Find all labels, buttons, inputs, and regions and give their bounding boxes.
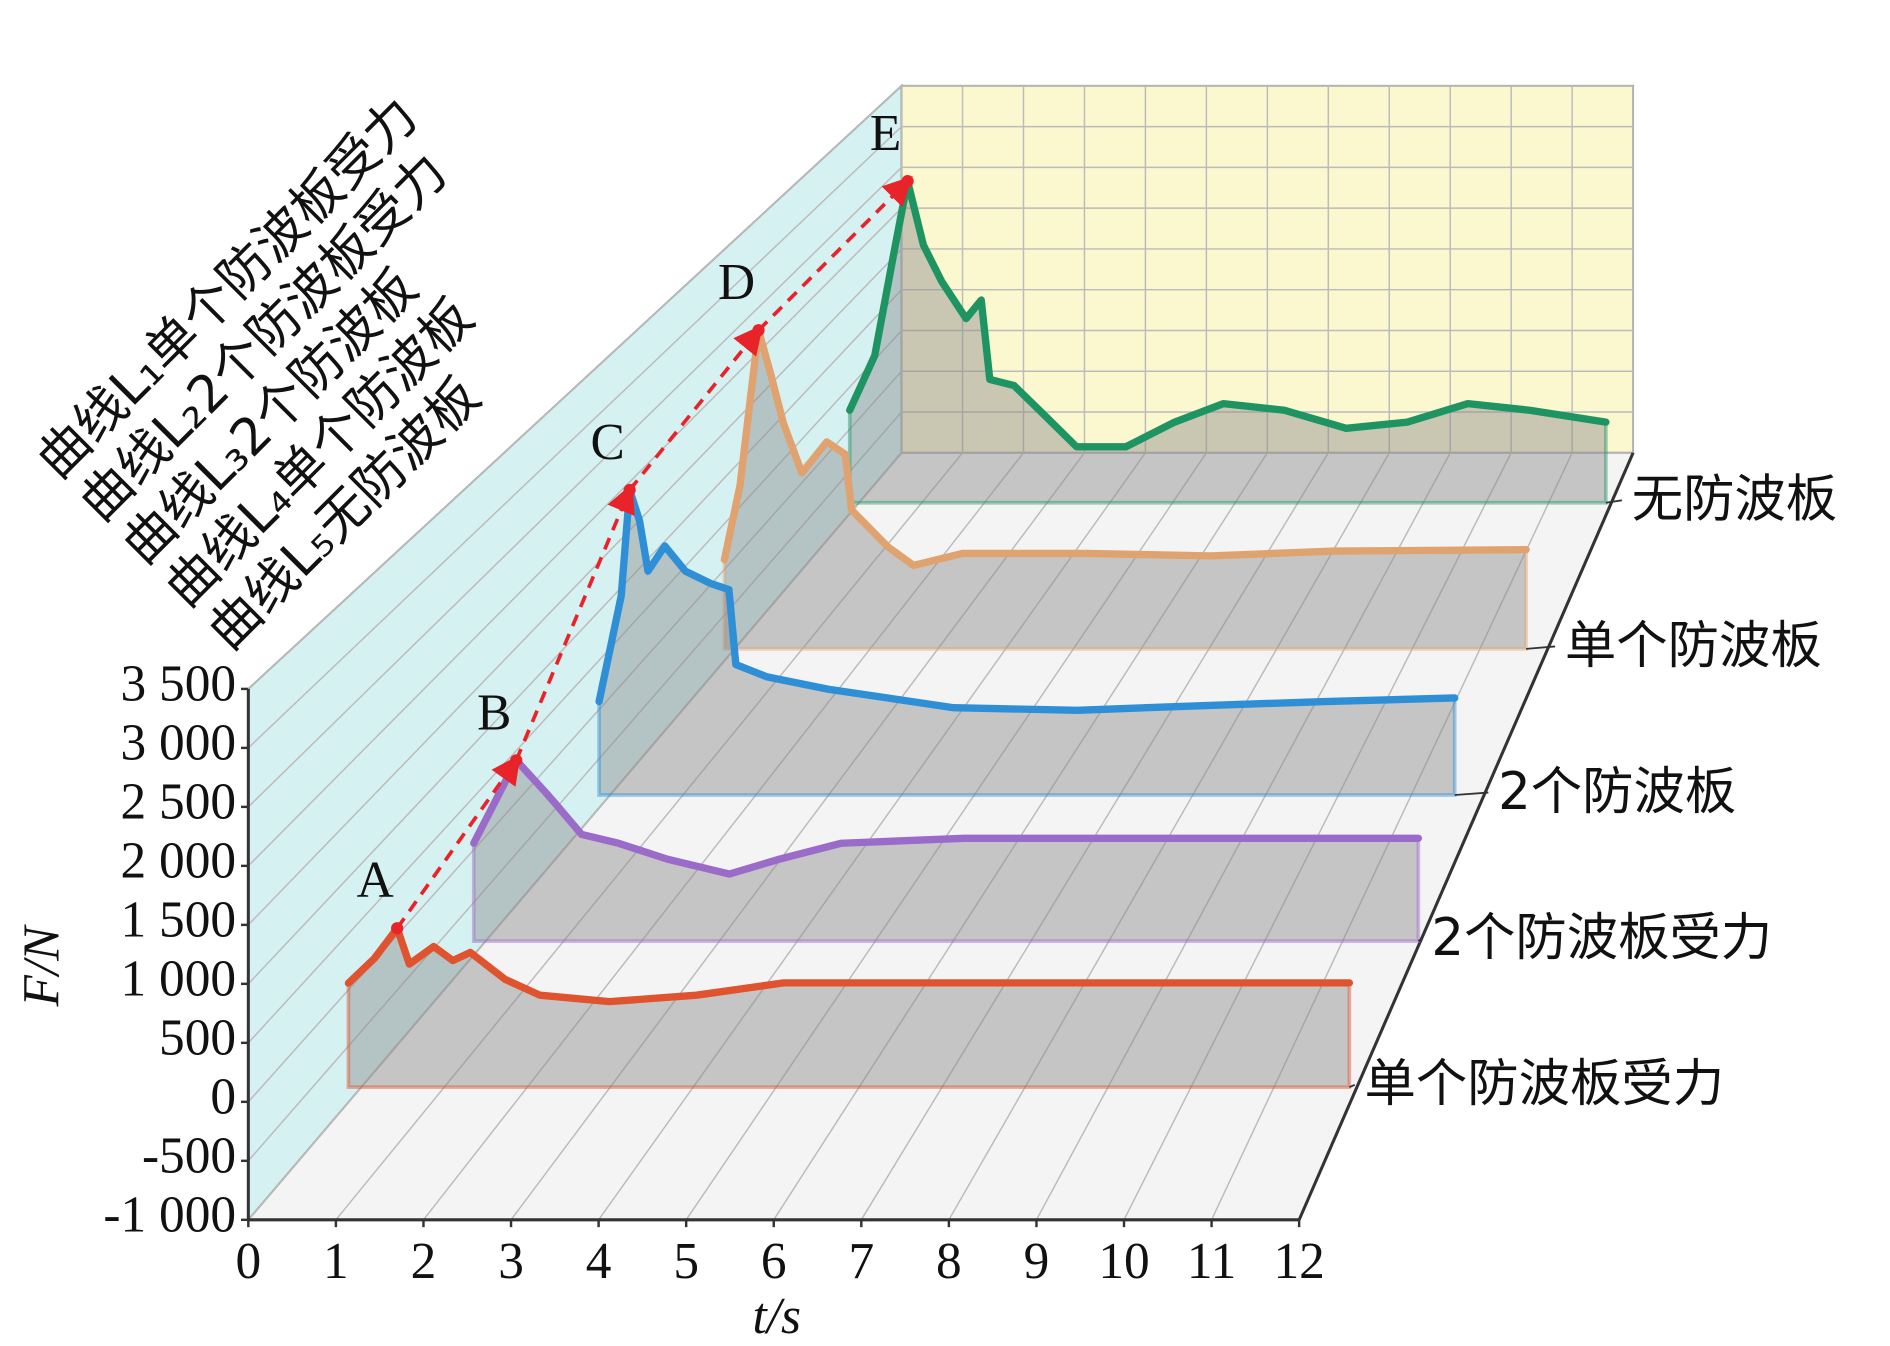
y-tick-label: -1 000 <box>103 1187 236 1244</box>
series-line <box>344 924 1354 1006</box>
x-tick-label: 6 <box>761 1233 787 1290</box>
peak-point <box>901 175 914 188</box>
grid-line <box>510 85 1086 1221</box>
series-line <box>595 486 1459 714</box>
series-line <box>720 326 1530 570</box>
y-tick-label: 500 <box>159 1010 236 1067</box>
grid-line <box>773 85 1269 1221</box>
annotation: E <box>870 105 901 162</box>
x-tick-label: 12 <box>1273 1233 1324 1290</box>
peak-arrow <box>395 754 521 930</box>
peak-point <box>391 922 404 935</box>
depth-label: 2个防波板 <box>1498 762 1736 822</box>
depth-tick <box>1417 937 1423 942</box>
grid-line <box>1210 85 1573 1221</box>
depth-label: 单个防波板 <box>1565 616 1822 676</box>
y-tick-label: 3 000 <box>121 715 237 772</box>
grid-line <box>422 85 1025 1221</box>
peak-point <box>623 483 636 497</box>
annotation: B <box>477 684 511 741</box>
depth-tick <box>1526 645 1556 650</box>
y-tick-label: -500 <box>142 1128 236 1185</box>
y-tick-label: 0 <box>210 1069 236 1126</box>
x-tick-label: 8 <box>936 1233 962 1290</box>
depth-label: 无防波板 <box>1632 470 1837 530</box>
x-tick-label: 10 <box>1098 1233 1149 1290</box>
depth-tick <box>1454 791 1489 796</box>
annotation: A <box>357 852 394 909</box>
grid-line <box>1035 85 1451 1221</box>
depth-axis <box>1297 452 1635 1221</box>
annotation: D <box>718 254 755 311</box>
depth-label: 单个防波板受力 <box>1365 1054 1725 1114</box>
series-line <box>470 756 1423 878</box>
x-tick-label: 2 <box>411 1233 437 1290</box>
x-tick-label: 3 <box>498 1233 524 1290</box>
peak-arrow <box>628 324 764 492</box>
depth-label: 2个防波板受力 <box>1431 908 1772 968</box>
peak-point <box>510 754 523 767</box>
depth-tick <box>1348 1083 1356 1089</box>
depth-tick <box>1605 499 1623 504</box>
y-tick-label: 2 500 <box>121 774 237 831</box>
x-tick-label: 1 <box>323 1233 349 1290</box>
grid-line <box>948 85 1390 1221</box>
x-tick-label: 5 <box>673 1233 699 1290</box>
peak-arrow <box>514 483 635 762</box>
y-tick-label: 3 500 <box>121 656 237 713</box>
x-tick-label: 4 <box>586 1233 612 1290</box>
grid-line <box>860 85 1330 1221</box>
y-axis-label: F/N <box>13 924 70 1008</box>
peak-arrow <box>757 175 913 332</box>
x-tick-label: 9 <box>1024 1233 1050 1290</box>
grid-line <box>598 85 1147 1221</box>
grid-line <box>335 85 964 1221</box>
x-tick-label: 11 <box>1187 1233 1236 1290</box>
grid-line <box>1123 85 1512 1221</box>
x-tick-label: 7 <box>848 1233 874 1290</box>
x-axis-label: t/s <box>753 1288 802 1345</box>
y-tick-label: 2 000 <box>121 833 237 890</box>
x-tick-label: 0 <box>235 1233 261 1290</box>
series-line <box>846 177 1610 451</box>
annotation: C <box>590 414 624 471</box>
y-tick-label: 1 500 <box>121 892 237 949</box>
grid-line <box>685 85 1208 1221</box>
peak-point <box>752 324 765 337</box>
y-tick-label: 1 000 <box>121 951 237 1008</box>
